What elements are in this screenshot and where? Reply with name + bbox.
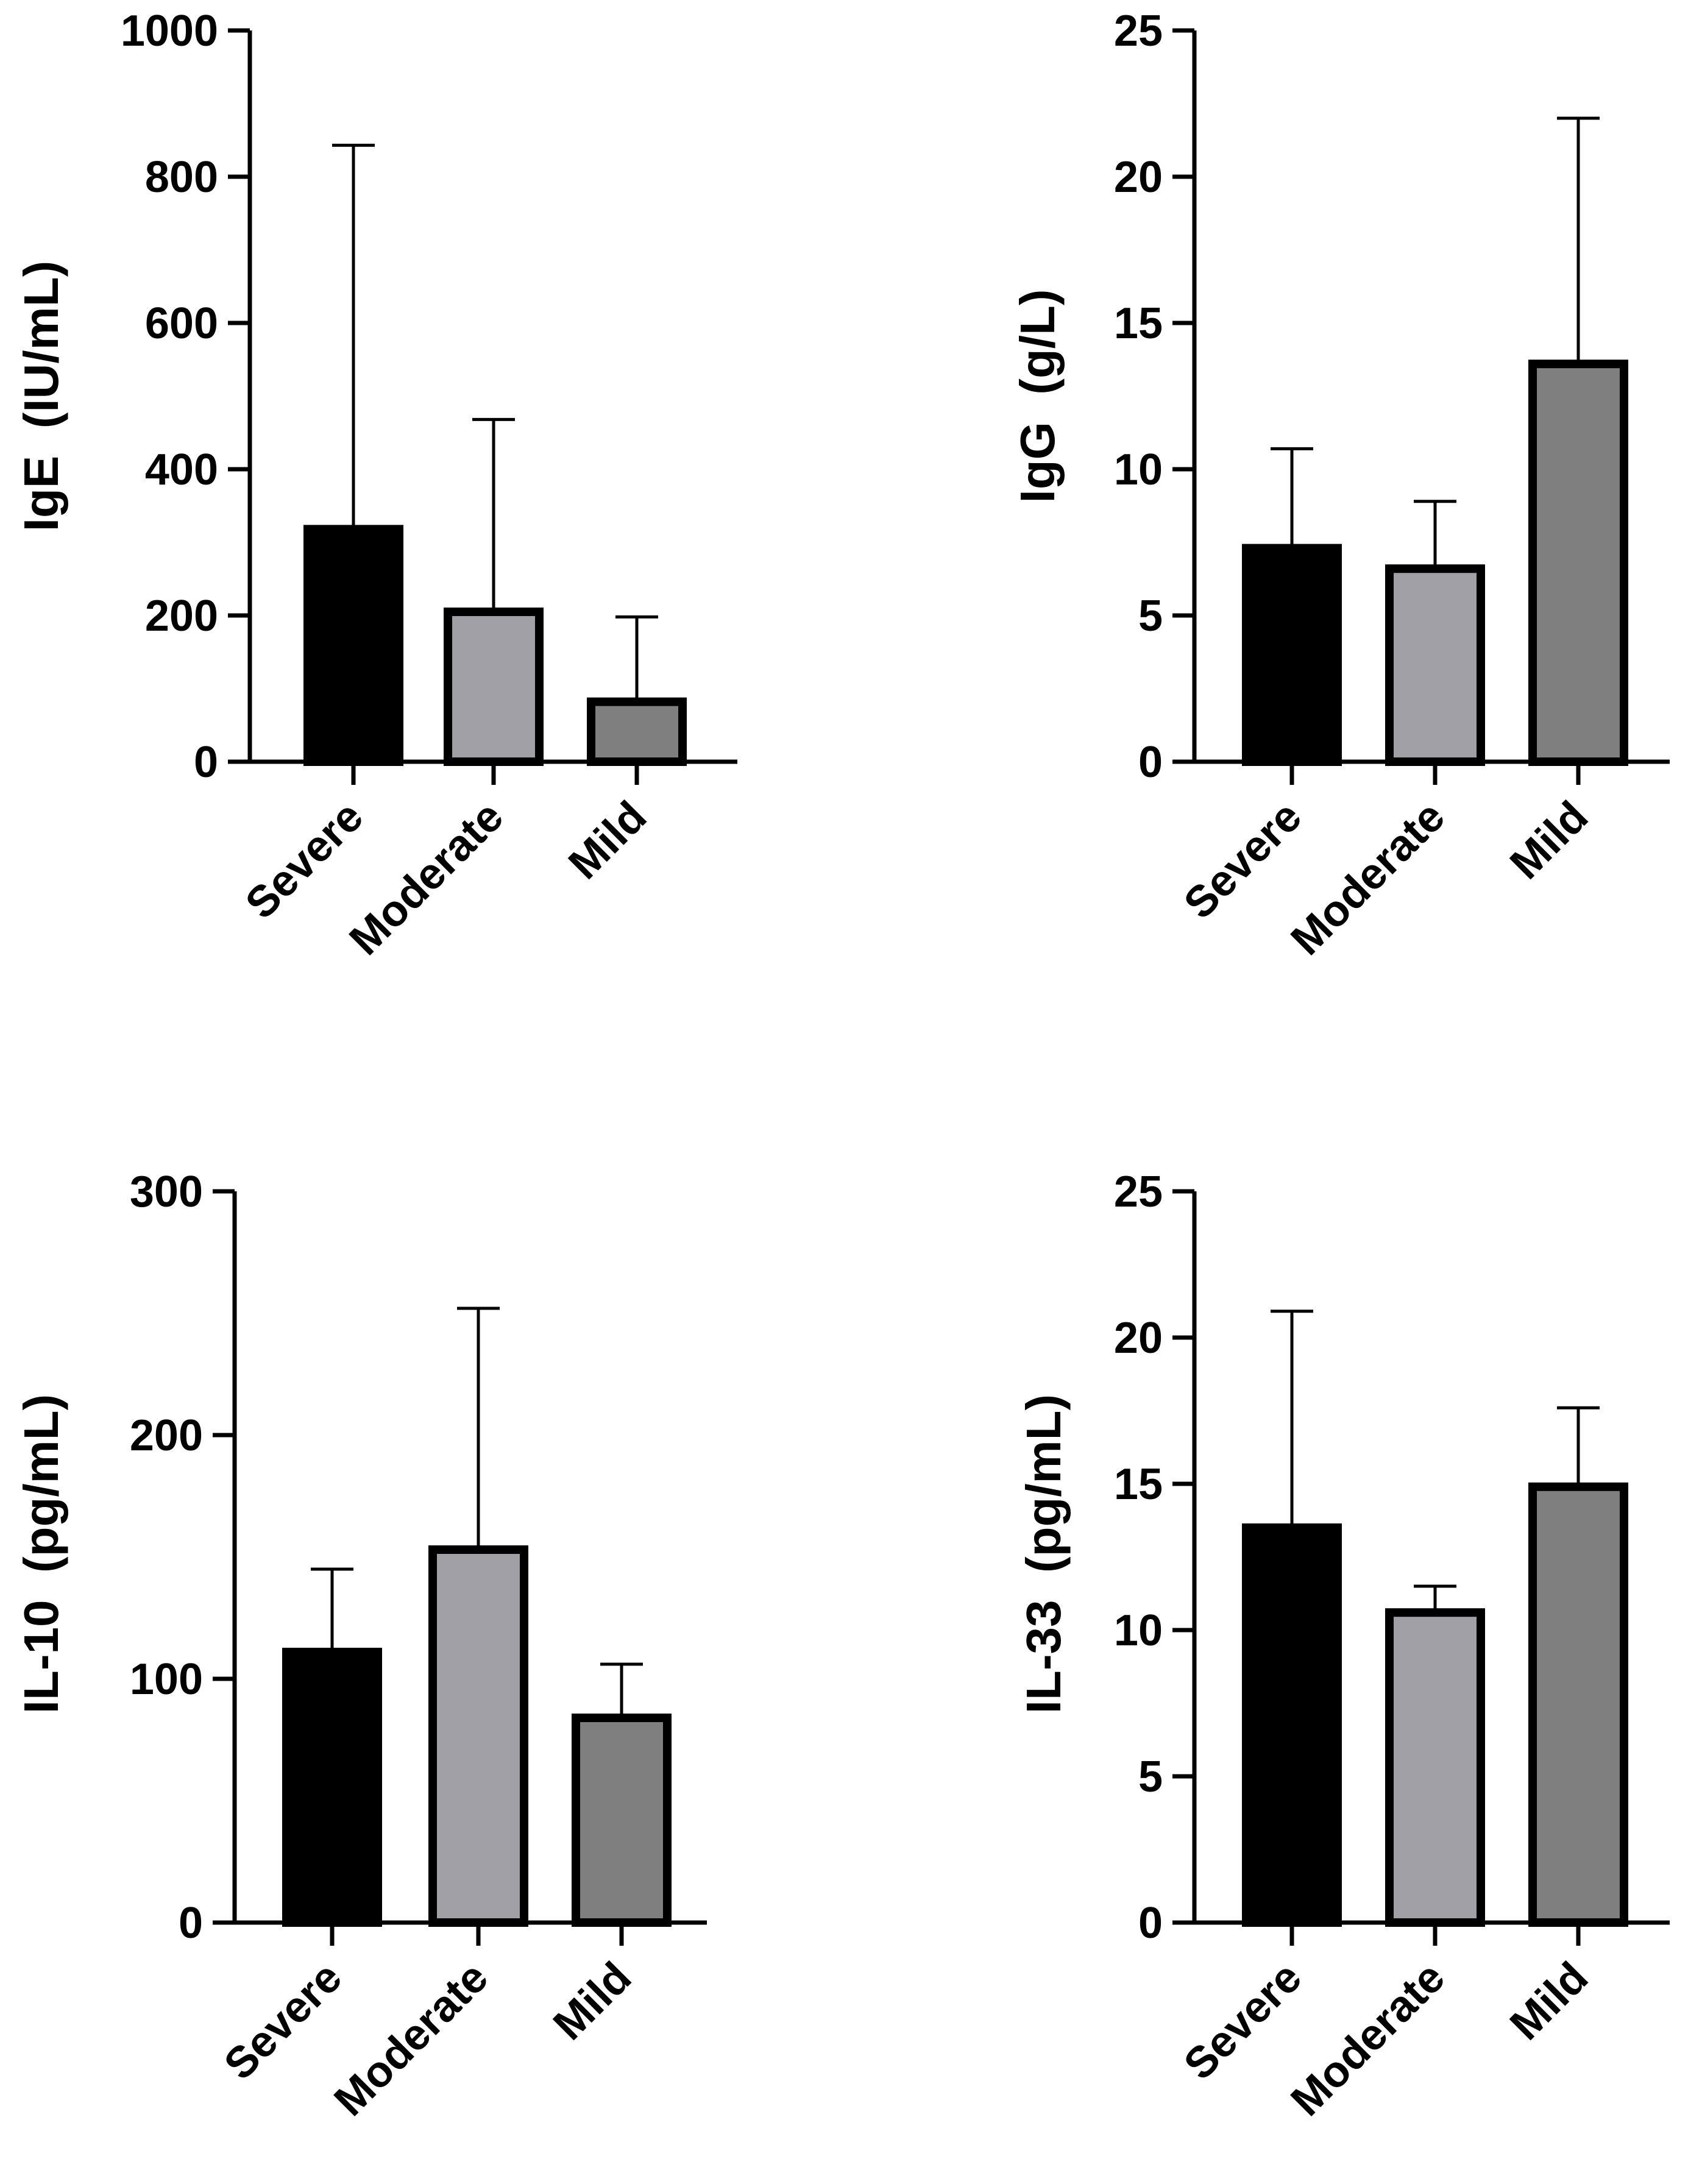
panel-1-bar-moderate: [444, 608, 544, 766]
panel-3-bar-mild: [572, 1714, 672, 1927]
panel-1-bar-severe: [303, 525, 403, 767]
panel-1-y-tick-label: 600: [145, 299, 218, 348]
panel-2-y-tick-label: 25: [1114, 7, 1163, 55]
panel-2-y-tick-label: 20: [1114, 153, 1163, 202]
panel-4-y-tick-label: 25: [1114, 1168, 1163, 1216]
panel-4-y-tick-label: 10: [1114, 1606, 1163, 1655]
panel-4-bar-moderate: [1385, 1608, 1485, 1927]
panel-4-y-tick-label: 20: [1114, 1314, 1163, 1363]
panel-3-y-tick-label: 200: [130, 1411, 203, 1460]
panel-4-bar-severe: [1242, 1523, 1342, 1927]
panel-3-y-tick-label: 0: [179, 1899, 203, 1948]
panel-1-y-tick-label: 1000: [121, 7, 218, 55]
panel-1-y-tick-label: 800: [145, 153, 218, 202]
panel-1-y-tick-label: 200: [145, 592, 218, 640]
panel-2-bar-moderate: [1385, 564, 1485, 766]
panel-2-bar-mild: [1528, 360, 1628, 766]
panel-1-y-axis-title: IgE (IU/mL): [14, 261, 68, 531]
panel-2-y-tick-label: 15: [1114, 299, 1163, 348]
panel-3-bar-moderate: [428, 1545, 528, 1927]
panel-1-y-tick-label: 0: [194, 738, 218, 787]
panel-3-bar-severe: [282, 1648, 382, 1927]
panel-4-y-axis-title: IL-33 (pg/mL): [1016, 1394, 1071, 1714]
panel-4-bar-mild: [1528, 1482, 1628, 1927]
panel-2-bar-severe: [1242, 544, 1342, 766]
panel-3-y-tick-label: 100: [130, 1655, 203, 1704]
panel-2-y-tick-label: 0: [1138, 738, 1163, 787]
panel-3-y-tick-label: 300: [130, 1168, 203, 1216]
panel-4-y-tick-label: 0: [1138, 1899, 1163, 1948]
panel-3-y-axis-title: IL-10 (pg/mL): [14, 1394, 68, 1714]
panel-4-y-tick-label: 5: [1138, 1753, 1163, 1801]
panel-1-bar-mild: [587, 697, 687, 766]
panel-2-y-axis-title: IgG (g/L): [1010, 289, 1065, 503]
panel-2-y-tick-label: 5: [1138, 592, 1163, 640]
panel-2-y-tick-label: 10: [1114, 445, 1163, 494]
panel-1-y-tick-label: 400: [145, 445, 218, 494]
panel-4-y-tick-label: 15: [1114, 1460, 1163, 1509]
